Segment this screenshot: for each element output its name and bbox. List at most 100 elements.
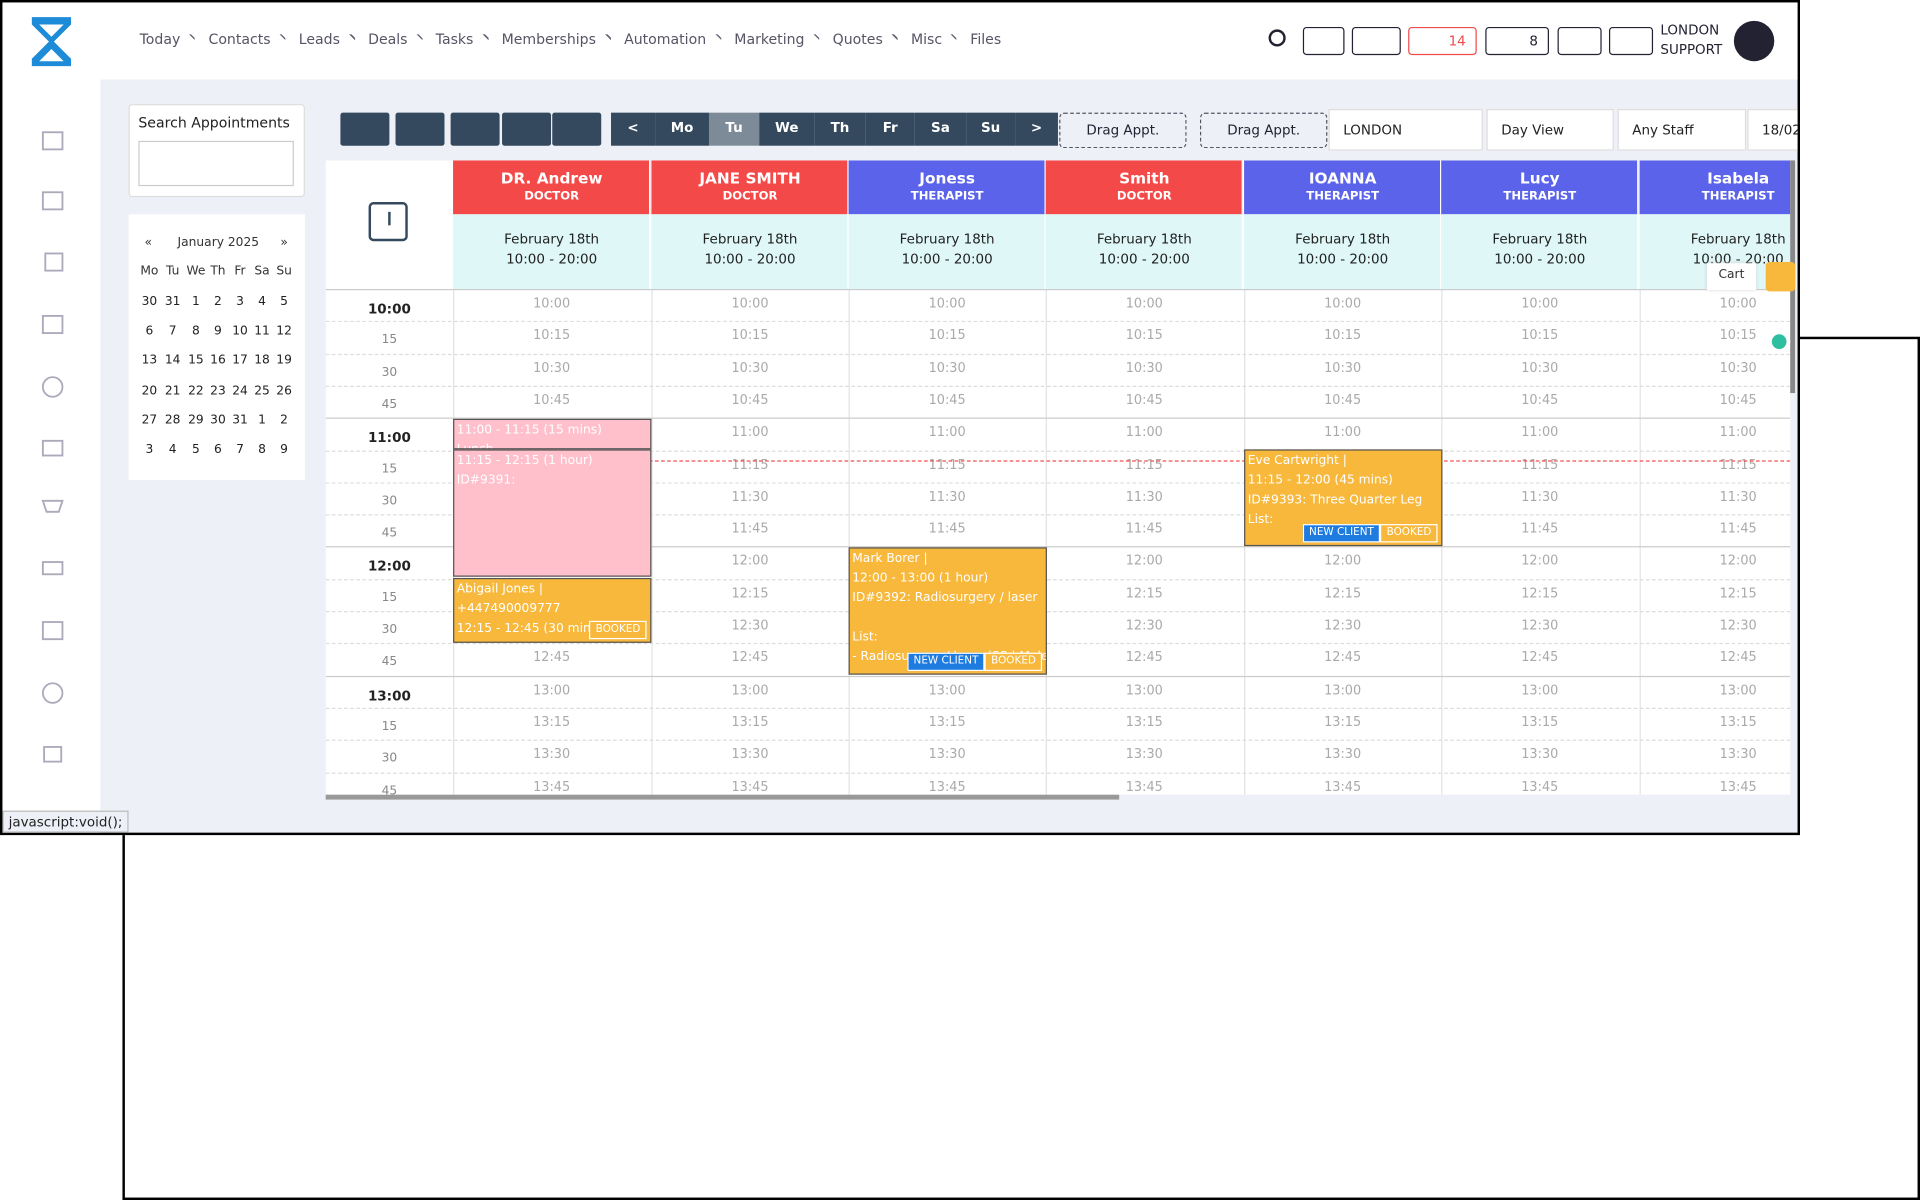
cal-day[interactable]: 24: [232, 383, 248, 398]
slot-label[interactable]: 13:30: [1324, 747, 1362, 762]
cal-day[interactable]: 9: [214, 324, 222, 339]
slot-label[interactable]: 13:30: [1521, 747, 1559, 762]
cal-day[interactable]: 27: [141, 413, 158, 428]
appointment[interactable]: Eve Cartwright | 11:15 - 12:00 (45 mins) I…: [1244, 449, 1443, 547]
slot-label[interactable]: 10:15: [1324, 328, 1362, 344]
slot-label[interactable]: 12:00: [1719, 553, 1757, 569]
slot-label[interactable]: 12:15: [1125, 586, 1163, 601]
cal-day[interactable]: 25: [254, 383, 270, 398]
nav-item[interactable]: Files: [970, 30, 1002, 48]
slot-label[interactable]: 11:30: [1125, 489, 1163, 505]
slot-label[interactable]: 13:45: [1324, 779, 1362, 795]
slot-label[interactable]: 10:45: [1125, 392, 1163, 408]
cal-day[interactable]: 31: [232, 413, 248, 428]
scrollbar[interactable]: [325, 794, 1120, 800]
slot-label[interactable]: 13:15: [533, 714, 571, 730]
cal-day[interactable]: 14: [164, 354, 181, 368]
slot-label[interactable]: 13:00: [1521, 682, 1559, 698]
cal-day[interactable]: 30: [210, 413, 226, 428]
slot-label[interactable]: 12:45: [533, 650, 571, 666]
header-button[interactable]: [1302, 26, 1345, 56]
slot-label[interactable]: 13:30: [533, 747, 571, 762]
slot-label[interactable]: 10:45: [928, 392, 966, 408]
day-button[interactable]: We: [759, 112, 815, 146]
nav-item[interactable]: Today: [139, 30, 196, 53]
slot-label[interactable]: 12:15: [1324, 586, 1362, 601]
slot-label[interactable]: 13:30: [1125, 747, 1163, 762]
slot-label[interactable]: 11:30: [1521, 489, 1559, 505]
avatar[interactable]: [1733, 20, 1775, 62]
slot-label[interactable]: 13:00: [1125, 682, 1163, 698]
cal-day[interactable]: 29: [188, 413, 204, 428]
slot-label[interactable]: 12:45: [1324, 650, 1362, 666]
slot-label[interactable]: 11:00: [928, 425, 966, 440]
nav-item[interactable]: Quotes: [832, 30, 898, 53]
day-button[interactable]: Mo: [655, 112, 709, 146]
slot-label[interactable]: 11:45: [1125, 521, 1163, 537]
slot-label[interactable]: 11:45: [731, 521, 769, 537]
cal-day[interactable]: 7: [168, 324, 177, 339]
staff-header[interactable]: [1639, 160, 1791, 215]
nav-item[interactable]: Leads: [298, 30, 355, 53]
cal-day[interactable]: 13: [141, 354, 158, 368]
cal-day[interactable]: 5: [280, 295, 288, 309]
slot-label[interactable]: 11:00: [1521, 425, 1559, 440]
slot-label[interactable]: 10:15: [1719, 328, 1757, 344]
day-button[interactable]: Sa: [914, 112, 967, 146]
slot-label[interactable]: 13:45: [1125, 779, 1163, 795]
staff-header[interactable]: [848, 160, 1046, 215]
slot-label[interactable]: 13:30: [731, 747, 769, 762]
cal-day[interactable]: 6: [214, 443, 222, 457]
slot-label[interactable]: 10:00: [1324, 296, 1362, 312]
cal-next[interactable]: »: [280, 236, 288, 250]
header-button[interactable]: 8: [1485, 26, 1549, 56]
cal-day[interactable]: 18: [254, 354, 270, 368]
cal-day[interactable]: 6: [145, 324, 154, 339]
appointment[interactable]: Abigail Jones | +447490009777 12:15 - 12:4…: [453, 577, 652, 643]
day-button[interactable]: >: [1015, 112, 1058, 146]
tool-button[interactable]: [340, 112, 390, 146]
slot-label[interactable]: 10:15: [1125, 328, 1163, 344]
slot-label[interactable]: 13:30: [1719, 747, 1757, 762]
cal-day[interactable]: 16: [210, 354, 226, 368]
slot-label[interactable]: 11:30: [731, 489, 769, 505]
cal-day[interactable]: 5: [192, 443, 200, 457]
slot-label[interactable]: 11:30: [1719, 489, 1757, 505]
slot-label[interactable]: 10:15: [731, 328, 769, 344]
toolbar-select[interactable]: Day View: [1486, 108, 1614, 151]
cal-day[interactable]: 17: [232, 354, 248, 368]
cal-day[interactable]: 21: [164, 383, 181, 398]
cal-day[interactable]: 7: [236, 443, 244, 457]
slot-label[interactable]: 10:30: [533, 360, 571, 376]
search-icon[interactable]: [1268, 29, 1286, 47]
header-button[interactable]: 14: [1408, 26, 1477, 56]
slot-label[interactable]: 12:30: [1125, 618, 1163, 634]
slot-label[interactable]: 10:30: [1719, 360, 1757, 376]
slot-label[interactable]: 10:45: [1521, 392, 1559, 408]
slot-label[interactable]: 13:45: [1719, 779, 1757, 795]
header-button[interactable]: [1557, 26, 1602, 56]
day-button[interactable]: Th: [814, 112, 866, 146]
slot-label[interactable]: 13:00: [1719, 682, 1757, 698]
whatsapp-button[interactable]: [1768, 330, 1791, 353]
staff-header[interactable]: [651, 160, 849, 215]
slot-label[interactable]: 11:30: [928, 489, 966, 505]
day-button[interactable]: Tu: [708, 112, 760, 146]
cal-day[interactable]: 10: [232, 324, 248, 339]
toolbar-select[interactable]: 18/02: [1747, 108, 1798, 151]
slot-label[interactable]: 12:30: [1324, 618, 1362, 634]
appointment[interactable]: 11:15 - 12:15 (1 hour) ID#9391:: [453, 449, 652, 577]
slot-label[interactable]: 10:00: [1125, 296, 1163, 312]
tool-button[interactable]: [450, 112, 500, 146]
slot-label[interactable]: 13:00: [928, 682, 966, 698]
slot-label[interactable]: 13:00: [533, 682, 571, 698]
cal-prev[interactable]: «: [144, 236, 152, 250]
slot-label[interactable]: 12:30: [731, 618, 769, 634]
cal-day[interactable]: 3: [145, 443, 154, 457]
cal-day[interactable]: 8: [192, 324, 200, 339]
slot-label[interactable]: 13:15: [1521, 714, 1559, 730]
staff-header[interactable]: [453, 160, 651, 215]
slot-label[interactable]: 11:00: [1324, 425, 1362, 440]
slot-label[interactable]: 10:45: [1719, 392, 1757, 408]
cal-day[interactable]: 15: [188, 354, 204, 368]
